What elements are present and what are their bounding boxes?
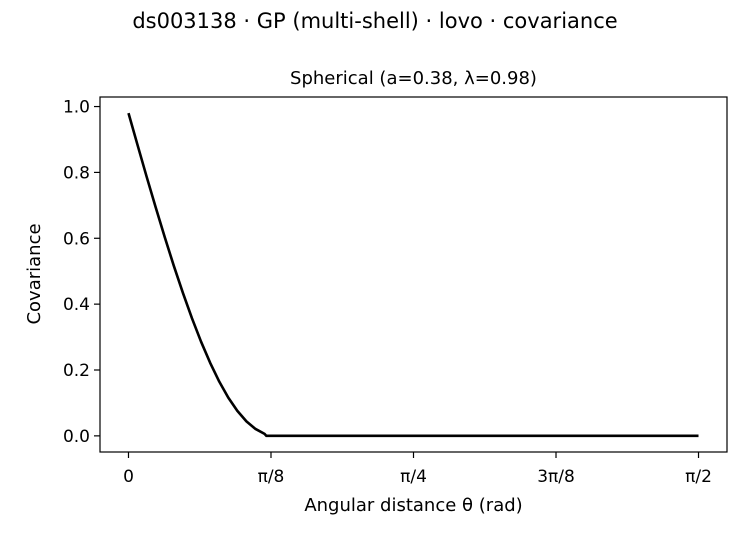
y-axis-label: Covariance [24, 223, 45, 324]
figure-suptitle: ds003138 · GP (multi-shell) · lovo · cov… [132, 9, 617, 33]
y-tick-label: 0.2 [63, 361, 90, 381]
y-tick-label: 0.6 [63, 229, 90, 249]
x-axis-ticks: 0 π/8 π/4 3π/8 π/2 [123, 452, 712, 487]
x-tick-label: 0 [123, 467, 134, 487]
y-tick-label: 1.0 [63, 98, 90, 118]
x-tick-label: 3π/8 [537, 467, 575, 487]
series-layer [127, 112, 699, 438]
chart-title: Spherical (a=0.38, λ=0.98) [290, 68, 537, 89]
x-tick-label: π/8 [258, 467, 285, 487]
y-tick-label: 0.4 [63, 295, 90, 315]
plot-area: 0 π/8 π/4 3π/8 π/2 0.0 0.2 0.4 0.6 0.8 1.0 [63, 96, 728, 487]
y-axis-ticks: 0.0 0.2 0.4 0.6 0.8 1.0 [63, 98, 100, 447]
y-tick-label: 0.0 [63, 427, 90, 447]
covariance-line [127, 112, 699, 438]
x-tick-label: π/2 [685, 467, 712, 487]
y-tick-label: 0.8 [63, 163, 90, 183]
x-axis-label: Angular distance θ (rad) [304, 495, 522, 516]
x-tick-label: π/4 [400, 467, 427, 487]
